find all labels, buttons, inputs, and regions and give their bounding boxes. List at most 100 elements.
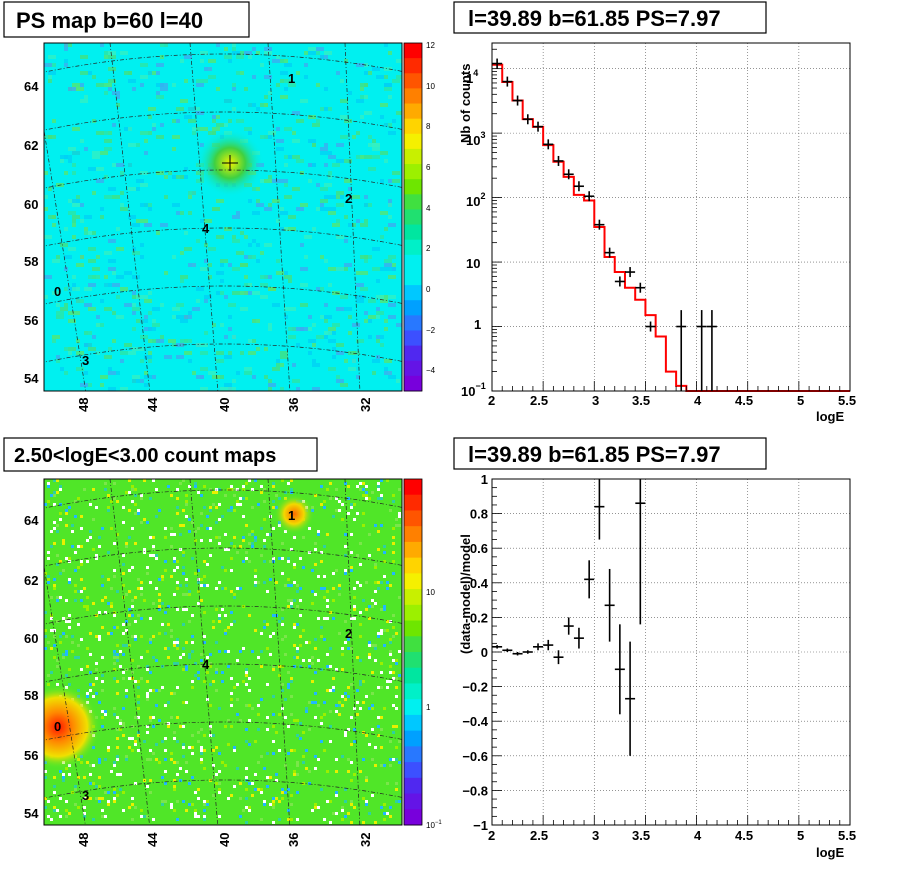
ps-map-pixel [368,319,372,323]
ps-map-pixel [228,119,232,123]
ps-map-pixel [264,47,272,51]
ps-ytick: 60 [24,197,38,212]
count-map-pixel [122,809,125,812]
ps-map-pixel [364,203,368,207]
count-map-pixel [272,821,275,824]
count-map-pixel [143,599,146,602]
ps-map-pixel [284,59,288,63]
ps-map-pixel [388,303,396,307]
ps-map-pixel [296,387,300,391]
count-map-pixel [197,797,200,800]
count-map-pixel [272,482,275,485]
spectrum-y-ticks: 10−1 1 10 102 103 14 [461,68,486,399]
count-map-pixel [281,797,284,800]
count-map-pixel [329,689,332,692]
count-map-pixel [374,821,377,824]
ps-map-pixel [104,275,108,279]
count-map-pixel [242,515,245,518]
count-map-frame [43,478,403,826]
count-map-pixel [221,761,224,764]
count-map-pixel [263,518,266,521]
count-map-pixel [305,749,308,752]
count-map-pixel [200,746,203,749]
count-map-pixel [260,818,263,821]
ps-map-pixel [100,151,108,155]
ps-map-pixel [144,371,148,375]
count-map-pixel [188,656,191,659]
spectrum-ytick: 10−1 [461,381,486,399]
count-map-pixel [326,488,329,491]
count-map-pixel [287,599,290,602]
count-map-pixel [53,542,56,545]
ps-map-pixel [344,263,352,267]
count-map-pixel [308,770,311,773]
count-map-pixel [218,791,221,794]
ps-map-pixel [220,263,224,267]
ps-map-pixel [292,111,300,115]
ps-map-pixel [128,143,136,147]
ps-map-pixel [132,223,140,227]
count-map-pixel [98,797,101,800]
count-map-pixel [161,578,164,581]
count-map-pixel [353,587,356,590]
count-map-pixel [164,611,167,614]
count-map-pixel [197,671,200,674]
count-map-pixel [299,599,302,602]
count-map-pixel [113,653,116,656]
count-map-pixel [299,665,302,668]
count-map-pixel [98,758,101,761]
ps-map-pixel [196,343,204,347]
ps-map-pixel [376,311,384,315]
count-map-pixel [122,722,125,725]
count-map-pixel [278,497,281,500]
count-map-pixel [257,581,260,584]
count-map-pixel [392,494,395,497]
count-map-pixel [203,584,206,587]
count-map-pixel [89,530,92,533]
count-map-pixel [131,488,134,491]
ps-map-pixel [316,183,320,187]
ps-map-pixel [140,379,144,383]
count-map-pixel [80,668,83,671]
ps-map-pixel [188,359,192,363]
count-map-pixel [107,506,110,509]
count-map-pixel [305,710,308,713]
ps-map-pixel [120,287,128,291]
count-map-pixel [335,497,338,500]
count-map-pixel [287,683,290,686]
count-map-pixel [182,647,185,650]
ps-map-pixel [92,119,96,123]
residual-title: l=39.89 b=61.85 PS=7.97 [468,442,721,467]
spectrum-title-box [453,1,767,34]
ps-map-pixel [132,291,136,295]
count-map-pixel [224,494,227,497]
count-map-pixel [149,638,152,641]
count-map-pixel [113,569,116,572]
count-map-pixel [74,599,77,602]
ps-map-pixel [384,259,392,263]
count-map-pixel [191,680,194,683]
ps-map-pixel [156,135,164,139]
count-map-pixel [377,485,380,488]
count-map-pixel [176,644,179,647]
count-map-pixel [155,554,158,557]
ps-map-pixel [208,247,216,251]
count-map-pixel [161,665,164,668]
ps-map-pixel [268,323,272,327]
count-map-pixel [260,755,263,758]
ps-map-pixel [264,95,268,99]
count-map-pixel [62,773,65,776]
ps-ytick: 64 [24,79,39,94]
count-map-pixel [146,680,149,683]
count-map-pixel [104,482,107,485]
ps-map-pixel [124,71,132,75]
ps-map-pixel [356,299,364,303]
count-map-pixel [134,620,137,623]
count-map-pixel [290,677,293,680]
ps-map-pixel [200,219,204,223]
count-map-pixel [320,587,323,590]
ps-ytick: 54 [24,371,39,386]
count-map-pixel [152,818,155,821]
count-map-pixel [119,773,122,776]
ps-map-pixel [248,103,256,107]
